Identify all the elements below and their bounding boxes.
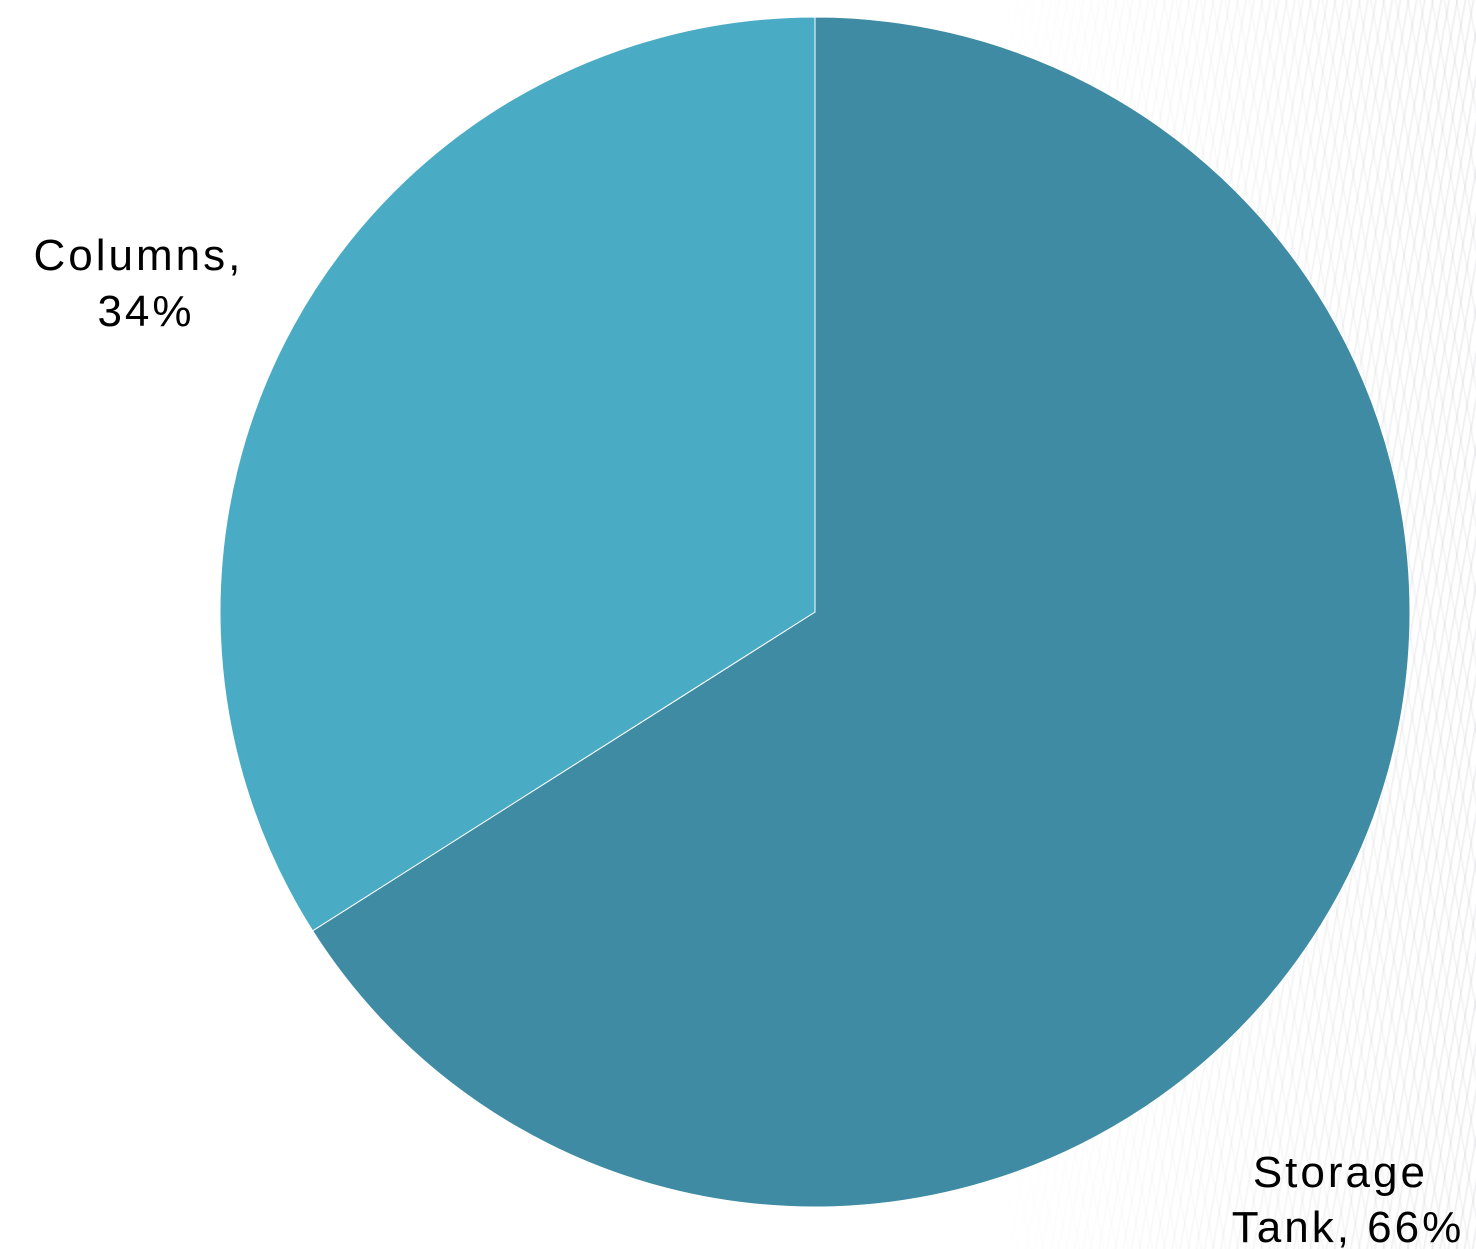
pie-labels: Storage Tank, 66% Columns, 34% — [33, 231, 1464, 1249]
slice-label-columns: Columns, 34% — [33, 231, 258, 336]
slice-label-storage-tank: Storage Tank, 66% — [1232, 1148, 1464, 1249]
pie-slices — [219, 16, 1411, 1208]
slice-label-columns-line1: Columns, — [33, 231, 243, 280]
slice-label-storage-tank-line1: Storage — [1253, 1148, 1428, 1197]
pie-slice-columns — [219, 16, 816, 932]
pie-slice-storage-tank — [311, 16, 1411, 1208]
slice-label-storage-tank-line2: Tank, 66% — [1232, 1203, 1464, 1249]
slice-label-columns-line2: 34% — [97, 287, 194, 336]
